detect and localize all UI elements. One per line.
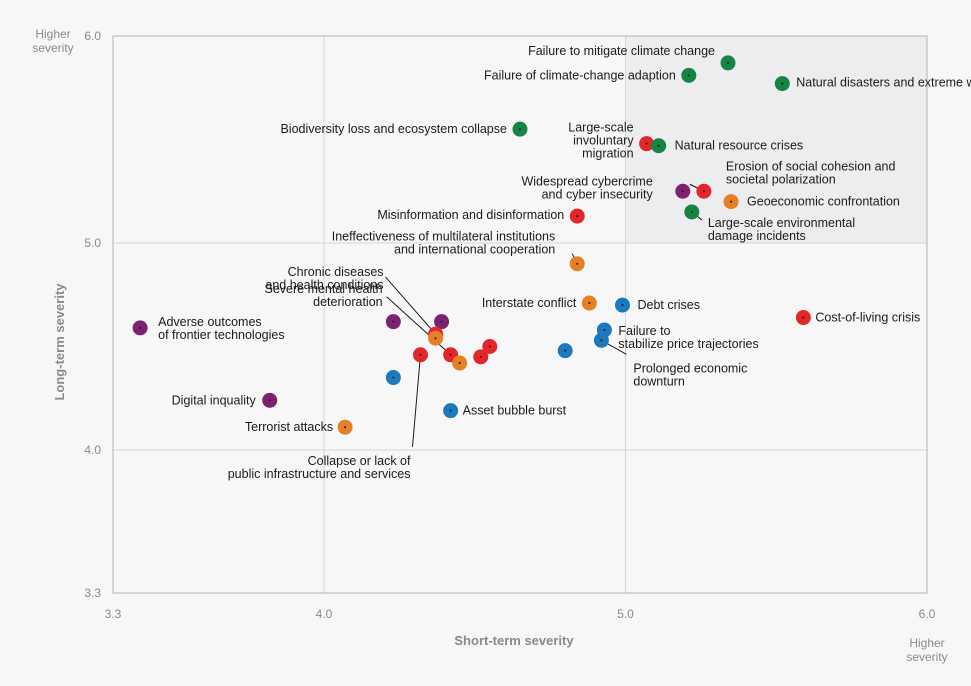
data-point-center — [518, 128, 521, 131]
y-tick-label: 5.0 — [84, 236, 101, 250]
data-points — [132, 55, 811, 435]
data-point-center — [488, 345, 491, 348]
plot-frame — [112, 35, 928, 594]
data-point-center — [268, 399, 271, 402]
data-point-center — [139, 326, 142, 329]
y-tick-label: 4.0 — [84, 443, 101, 457]
data-point-center — [687, 74, 690, 77]
data-point-center — [702, 190, 705, 193]
data-point-center — [419, 353, 422, 356]
y-axis-label: Long-term severity — [52, 283, 67, 401]
tick-labels: 3.3 4.0 5.0 6.0 3.3 4.0 5.0 6.0 — [84, 29, 935, 621]
data-point-center — [479, 355, 482, 358]
x-tick-label: 3.3 — [105, 607, 122, 621]
leader-line — [411, 354, 421, 447]
data-point-center — [449, 353, 452, 356]
point-label: Failure of climate-change adaption — [484, 68, 676, 82]
point-label: Erosion of social cohesion and societal p… — [726, 159, 896, 186]
data-point-center — [392, 376, 395, 379]
data-point-center — [657, 144, 660, 147]
data-point-center — [434, 337, 437, 340]
point-label: Debt crises — [637, 298, 700, 312]
point-label: Large-scale involuntary migration — [568, 121, 634, 161]
data-point-center — [576, 262, 579, 265]
data-point-center — [621, 304, 624, 307]
point-label: Natural disasters and extreme weather — [796, 76, 971, 90]
point-label: Failure to stabilize price trajectories — [618, 324, 758, 351]
point-label: Digital inquality — [172, 393, 257, 407]
point-label: Severe mental health deterioration — [264, 282, 382, 309]
data-point-center — [588, 302, 591, 305]
y-tick-label: 3.3 — [84, 586, 101, 600]
x-axis-higher-severity-label: Higher severity — [906, 636, 948, 664]
data-point-center — [730, 200, 733, 203]
point-label: Widespread cybercrime and cyber insecurit… — [521, 174, 653, 201]
data-point-center — [727, 61, 730, 64]
y-tick-label: 6.0 — [84, 29, 101, 43]
point-label: Failure to mitigate climate change — [528, 44, 715, 58]
x-tick-label: 4.0 — [316, 607, 333, 621]
highlight-quadrant — [625, 36, 927, 243]
data-point-center — [458, 362, 461, 365]
data-point-center — [564, 349, 567, 352]
point-label: Misinformation and disinformation — [377, 208, 564, 222]
data-point-center — [576, 215, 579, 218]
data-point-center — [802, 316, 805, 319]
data-point-center — [449, 409, 452, 412]
point-label: Collapse or lack of public infrastructure… — [228, 454, 411, 481]
data-point-center — [781, 82, 784, 85]
point-label: Chronic diseases and health conditions — [265, 265, 383, 292]
data-point-center — [645, 142, 648, 145]
data-point-center — [681, 190, 684, 193]
point-label: Terrorist attacks — [245, 420, 333, 434]
x-axis-label: Short-term severity — [454, 633, 574, 648]
point-label: Cost-of-living crisis — [815, 311, 920, 325]
x-tick-label: 5.0 — [617, 607, 634, 621]
point-label: Asset bubble burst — [463, 404, 567, 418]
point-label: Large-scale environmental damage incident… — [708, 216, 855, 243]
x-tick-label: 6.0 — [919, 607, 936, 621]
point-labels: Failure to mitigate climate change Failur… — [158, 44, 971, 481]
point-label: Ineffectiveness of multilateral institut… — [332, 230, 556, 257]
leader-line — [385, 276, 436, 335]
point-label: Natural resource crises — [675, 139, 804, 153]
point-label: Adverse outcomes of frontier technologies — [158, 315, 284, 342]
data-point-center — [392, 320, 395, 323]
point-label: Biodiversity loss and ecosystem collapse — [280, 122, 507, 136]
leader-line — [386, 296, 451, 356]
point-label: Prolonged economic downturn — [633, 361, 747, 388]
data-point-center — [344, 426, 347, 429]
data-point-center — [440, 320, 443, 323]
point-label: Geoeconomic confrontation — [747, 195, 900, 209]
data-point-center — [603, 328, 606, 331]
point-label: Interstate conflict — [482, 296, 577, 310]
data-point-center — [600, 339, 603, 342]
gridlines — [113, 36, 927, 593]
data-point-center — [690, 210, 693, 213]
y-axis-higher-severity-label: Higher severity — [32, 27, 74, 55]
